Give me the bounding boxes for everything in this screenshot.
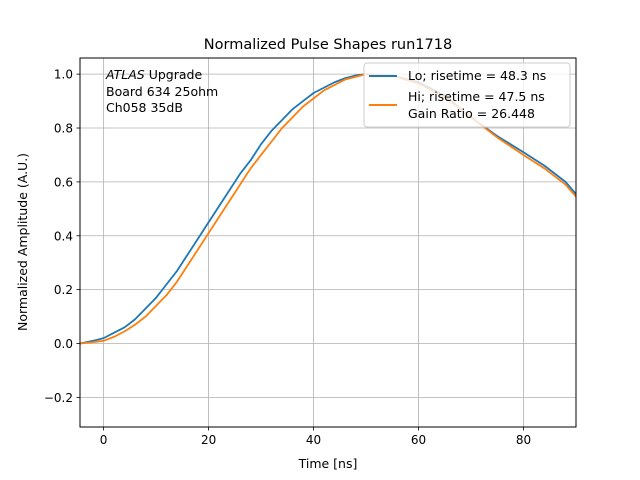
y-tick-label: 1.0 bbox=[54, 68, 73, 82]
run-annotation: ATLAS Upgrade Board 634 25ohm Ch058 35dB bbox=[105, 67, 218, 115]
annotation-line-2: Board 634 25ohm bbox=[106, 84, 218, 99]
annotation-line-3: Ch058 35dB bbox=[106, 100, 183, 115]
y-tick-label: 0.6 bbox=[54, 175, 73, 189]
atlas-label: ATLAS bbox=[105, 67, 145, 82]
legend-label-hi-gain: Gain Ratio = 26.448 bbox=[408, 106, 535, 121]
chart-title: Normalized Pulse Shapes run1718 bbox=[204, 37, 452, 53]
y-tick-label: 0.8 bbox=[54, 122, 73, 136]
legend: Lo; risetime = 48.3 ns Hi; risetime = 47… bbox=[363, 62, 571, 128]
y-tick-label: 0.4 bbox=[54, 229, 73, 243]
x-tick-label: 40 bbox=[306, 433, 321, 447]
grid bbox=[80, 58, 576, 427]
legend-label-lo: Lo; risetime = 48.3 ns bbox=[408, 68, 546, 83]
legend-box bbox=[363, 62, 571, 128]
y-tick-label: 0.0 bbox=[54, 337, 73, 351]
x-tick-label: 60 bbox=[411, 433, 426, 447]
axis-ticks: 0 20 40 60 80 −0.2 0.0 0.2 0.4 0.6 0.8 1.0 bbox=[44, 68, 531, 447]
upgrade-label: Upgrade bbox=[145, 67, 203, 82]
y-axis-label: Normalized Amplitude (A.U.) bbox=[15, 153, 30, 331]
y-tick-label: 0.2 bbox=[54, 283, 73, 297]
x-tick-label: 20 bbox=[201, 433, 216, 447]
x-tick-label: 80 bbox=[516, 433, 531, 447]
legend-label-hi: Hi; risetime = 47.5 ns bbox=[408, 89, 545, 104]
annotation-line-1: ATLAS Upgrade bbox=[105, 67, 202, 82]
x-tick-label: 0 bbox=[100, 433, 108, 447]
x-axis-label: Time [ns] bbox=[298, 456, 358, 471]
y-tick-label: −0.2 bbox=[44, 391, 73, 405]
plot-frame bbox=[79, 57, 577, 428]
